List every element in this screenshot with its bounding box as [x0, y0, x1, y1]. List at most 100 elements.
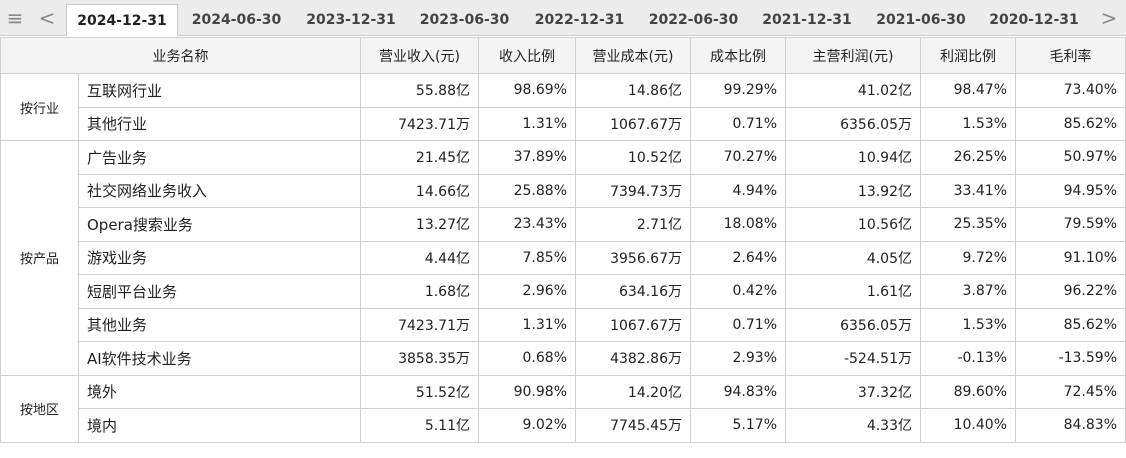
cell: 1.53%: [920, 307, 1016, 342]
business-name: 社交网络业务收入: [78, 173, 361, 208]
cell: 94.95%: [1015, 173, 1126, 208]
tab-bar: ≡ < > 2024-12-31 2024-06-30 2023-12-31 2023…: [0, 0, 1126, 36]
group-label: 按行业: [0, 73, 79, 141]
cell: 10.56亿: [785, 207, 921, 242]
data-row: AI软件技术业务 3858.35万 0.68% 4382.86万 2.93% -524.5…: [1, 341, 1126, 376]
menu-icon[interactable]: ≡: [6, 6, 24, 30]
cell: 14.86亿: [575, 73, 691, 108]
cell: 3.87%: [920, 274, 1016, 309]
cell: 6356.05万: [785, 307, 921, 342]
date-tab[interactable]: 2021-12-31: [762, 12, 852, 28]
cell: 5.17%: [690, 408, 786, 443]
cell: 1.31%: [478, 307, 576, 342]
cell: 3956.67万: [575, 240, 691, 275]
cell: 2.71亿: [575, 207, 691, 242]
data-row: Opera搜索业务 13.27亿 23.43% 2.71亿 18.08% 10.56亿 25…: [1, 207, 1126, 242]
data-row: 按行业 互联网行业 55.88亿 98.69% 14.86亿 99.29% 41.02亿 98…: [0, 73, 1126, 141]
cell: 41.02亿: [785, 73, 921, 108]
header-row: 业务名称 营业收入(元) 收入比例 营业成本(元) 成本比例 主营利润(元) 利润比例 毛利率: [0, 37, 1126, 74]
data-row: 游戏业务 4.44亿 7.85% 3956.67万 2.64% 4.05亿 9.72% 91.…: [1, 240, 1126, 275]
date-tab[interactable]: 2024-12-31: [66, 4, 178, 36]
business-name: 其他行业: [78, 106, 361, 141]
date-tab[interactable]: 2022-06-30: [648, 12, 739, 28]
business-name: 境外: [78, 374, 361, 409]
cell: 37.89%: [478, 140, 576, 175]
business-name: 广告业务: [78, 140, 361, 175]
date-tab[interactable]: 2021-06-30: [876, 12, 966, 28]
data-row: 按产品 广告业务 21.45亿 37.89% 10.52亿 70.27% 10.94亿 26.…: [0, 140, 1126, 376]
column-header: 成本比例: [690, 37, 786, 74]
cell: 7.85%: [478, 240, 576, 275]
cell: 7423.71万: [360, 307, 479, 342]
business-name: 其他业务: [78, 307, 361, 342]
business-name: 短剧平台业务: [78, 274, 361, 309]
cell: 10.94亿: [785, 140, 921, 175]
cell: 96.22%: [1015, 274, 1126, 309]
group-label: 按产品: [0, 140, 79, 376]
cell: 91.10%: [1015, 240, 1126, 275]
data-row: 其他业务 7423.71万 1.31% 1067.67万 0.71% 6356.05万 1.…: [1, 307, 1126, 342]
cell: 70.27%: [690, 140, 786, 175]
data-row: 按地区 境外 51.52亿 90.98% 14.20亿 94.83% 37.32亿 89.60…: [0, 374, 1126, 443]
cell: 4.94%: [690, 173, 786, 208]
cell: 51.52亿: [360, 374, 479, 409]
cell: 13.27亿: [360, 207, 479, 242]
column-header: 毛利率: [1015, 37, 1126, 74]
cell: 0.68%: [478, 341, 576, 376]
cell: 2.64%: [690, 240, 786, 275]
cell: 1067.67万: [575, 106, 691, 141]
cell: 5.11亿: [360, 408, 479, 443]
cell: 10.52亿: [575, 140, 691, 175]
cell: 4.44亿: [360, 240, 479, 275]
business-name: 境内: [78, 408, 361, 443]
date-tab[interactable]: 2022-12-31: [534, 12, 625, 28]
business-name: Opera搜索业务: [78, 207, 361, 242]
cell: -524.51万: [785, 341, 921, 376]
prev-arrow[interactable]: <: [38, 6, 56, 30]
column-header: 营业收入(元): [360, 37, 479, 74]
date-tab[interactable]: 2023-06-30: [419, 12, 510, 28]
cell: 84.83%: [1015, 408, 1126, 443]
cell: 98.47%: [920, 73, 1016, 108]
cell: 6356.05万: [785, 106, 921, 141]
cell: 4.05亿: [785, 240, 921, 275]
cell: 9.02%: [478, 408, 576, 443]
cell: 4.33亿: [785, 408, 921, 443]
cell: 2.93%: [690, 341, 786, 376]
cell: 0.71%: [690, 106, 786, 141]
cell: 7745.45万: [575, 408, 691, 443]
cell: 23.43%: [478, 207, 576, 242]
column-header: 收入比例: [478, 37, 576, 74]
data-row: 短剧平台业务 1.68亿 2.96% 634.16万 0.42% 1.61亿 3.87% 96…: [1, 274, 1126, 309]
column-header: 营业成本(元): [575, 37, 691, 74]
cell: 26.25%: [920, 140, 1016, 175]
cell: 73.40%: [1015, 73, 1126, 108]
cell: 18.08%: [690, 207, 786, 242]
cell: 1.61亿: [785, 274, 921, 309]
next-arrow[interactable]: >: [1100, 6, 1118, 30]
data-row: 社交网络业务收入 14.66亿 25.88% 7394.73万 4.94% 13.92亿 3…: [1, 173, 1126, 208]
date-tab[interactable]: 2024-06-30: [191, 12, 282, 28]
cell: 1067.67万: [575, 307, 691, 342]
business-name: AI软件技术业务: [78, 341, 361, 376]
date-tab[interactable]: 2023-12-31: [306, 12, 396, 28]
cell: 3858.35万: [360, 341, 479, 376]
cell: 33.41%: [920, 173, 1016, 208]
cell: 25.88%: [478, 173, 576, 208]
cell: 7394.73万: [575, 173, 691, 208]
cell: 2.96%: [478, 274, 576, 309]
date-tab[interactable]: 2020-12-31: [989, 12, 1079, 28]
cell: 9.72%: [920, 240, 1016, 275]
cell: 10.40%: [920, 408, 1016, 443]
cell: 50.97%: [1015, 140, 1126, 175]
cell: 89.60%: [920, 374, 1016, 409]
cell: 634.16万: [575, 274, 691, 309]
cell: 79.59%: [1015, 207, 1126, 242]
data-row: 其他行业 7423.71万 1.31% 1067.67万 0.71% 6356.05万 1.…: [1, 106, 1126, 141]
cell: 0.71%: [690, 307, 786, 342]
cell: 13.92亿: [785, 173, 921, 208]
cell: 94.83%: [690, 374, 786, 409]
cell: 1.53%: [920, 106, 1016, 141]
cell: 85.62%: [1015, 106, 1126, 141]
